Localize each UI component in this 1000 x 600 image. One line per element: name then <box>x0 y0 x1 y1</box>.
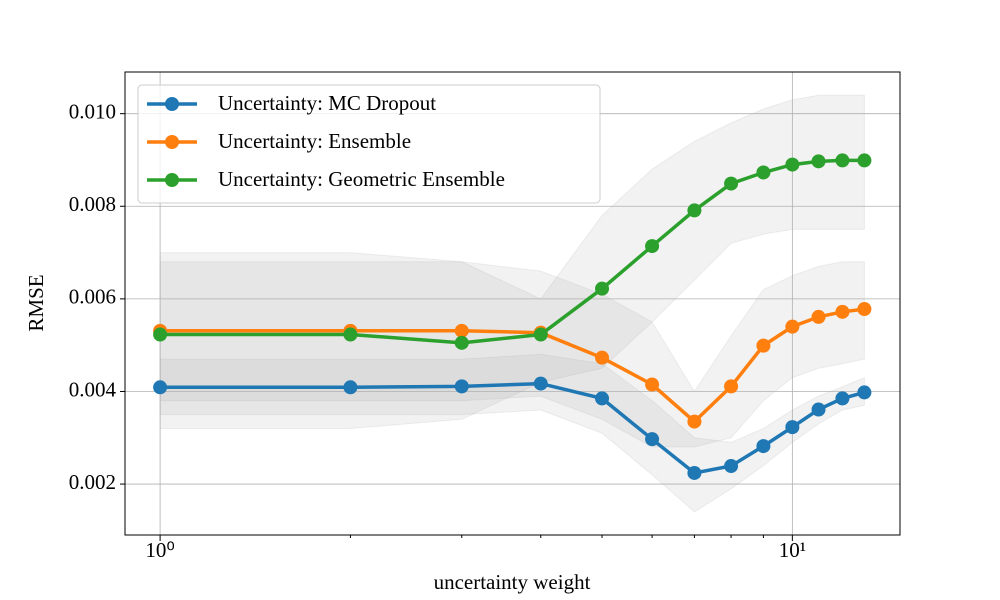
y-tick-label: 0.006 <box>69 285 116 309</box>
legend-box <box>137 84 601 204</box>
data-point <box>724 459 739 474</box>
data-point <box>454 379 469 394</box>
legend: Uncertainty: MC Dropout Uncertainty: Ense… <box>137 84 601 204</box>
data-point <box>153 327 168 342</box>
data-point <box>756 165 771 180</box>
data-point <box>724 379 739 394</box>
data-point <box>153 380 168 395</box>
y-tick-label: 0.010 <box>69 99 116 123</box>
y-tick-label: 0.008 <box>69 192 116 216</box>
data-point <box>595 391 610 406</box>
data-point <box>835 391 850 406</box>
x-tick-label: 10⁰ <box>145 538 174 562</box>
data-point <box>724 176 739 191</box>
data-point <box>857 385 872 400</box>
data-point <box>811 154 826 169</box>
legend-label: Uncertainty: Geometric Ensemble <box>218 167 505 191</box>
data-point <box>785 420 800 435</box>
data-point <box>785 157 800 172</box>
data-point <box>811 309 826 324</box>
y-tick-label: 0.002 <box>69 470 116 494</box>
plot-frame <box>124 71 901 536</box>
uncertainty-band <box>159 261 865 448</box>
data-point <box>343 380 358 395</box>
legend-label: Uncertainty: Ensemble <box>218 129 411 153</box>
data-point <box>857 302 872 317</box>
data-point <box>533 376 548 391</box>
data-point <box>857 153 872 168</box>
y-tick-label: 0.004 <box>69 377 117 401</box>
x-axis-label: uncertainty weight <box>434 570 591 594</box>
data-point <box>687 203 702 218</box>
data-point <box>454 323 469 338</box>
legend-marker <box>165 135 179 149</box>
uncertainty-band <box>159 94 865 429</box>
lines <box>153 153 872 480</box>
data-point <box>343 327 358 342</box>
data-point <box>756 439 771 454</box>
data-point <box>645 432 660 447</box>
legend-label: Uncertainty: MC Dropout <box>218 91 436 115</box>
legend-marker <box>165 173 179 187</box>
data-point <box>454 335 469 350</box>
data-point <box>595 281 610 296</box>
data-point <box>835 153 850 168</box>
data-point <box>595 350 610 365</box>
legend-marker <box>165 97 179 111</box>
data-point <box>687 414 702 429</box>
y-axis-label: RMSE <box>24 274 48 331</box>
data-point <box>835 304 850 319</box>
x-tick-label: 10¹ <box>779 538 806 562</box>
data-point <box>687 465 702 480</box>
ticks: 0.002 0.004 0.006 0.008 0.010 10⁰ 10¹ <box>69 99 806 561</box>
data-point <box>645 377 660 392</box>
data-point <box>811 402 826 417</box>
data-point <box>756 338 771 353</box>
data-point <box>645 239 660 254</box>
data-point <box>785 319 800 334</box>
data-point <box>533 327 548 342</box>
